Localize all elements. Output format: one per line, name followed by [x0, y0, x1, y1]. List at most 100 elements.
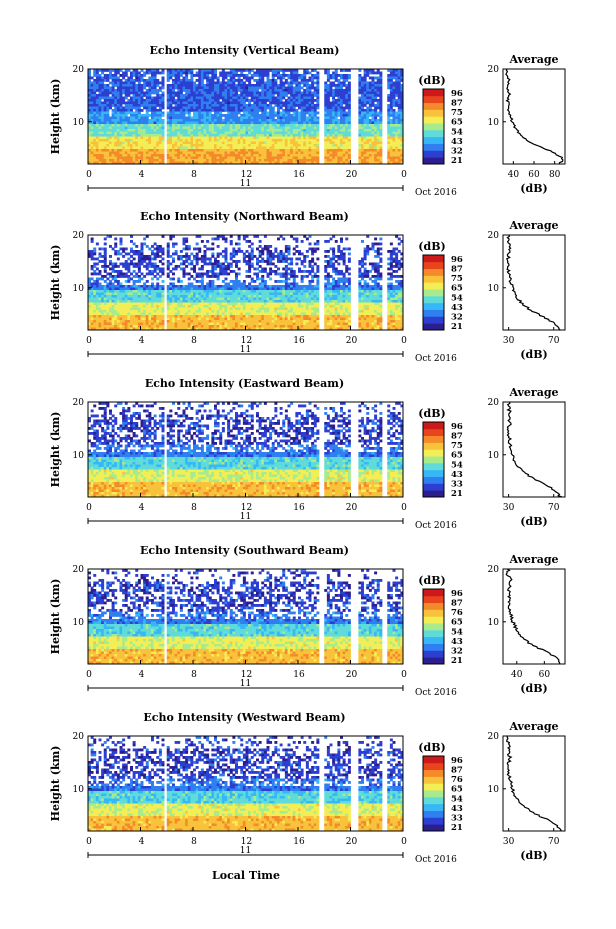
heatmap-cell: [279, 144, 283, 147]
heatmap-cell: [274, 91, 278, 95]
heatmap-cell: [311, 126, 315, 130]
heatmap-cell: [114, 101, 118, 105]
heatmap-cell: [311, 119, 315, 122]
heatmap-cell: [119, 325, 123, 328]
heatmap-cell: [290, 104, 294, 107]
heatmap-cell: [371, 84, 375, 87]
heatmap-cell: [256, 109, 259, 112]
heatmap-cell: [298, 76, 301, 80]
heatmap-cell: [219, 94, 223, 97]
heatmap-cell: [214, 151, 217, 155]
heatmap-cell: [266, 119, 270, 122]
heatmap-cell: [130, 76, 133, 80]
heatmap-cell: [332, 161, 336, 165]
heatmap-cell: [114, 74, 118, 77]
heatmap-cell: [305, 144, 309, 147]
heatmap-cell: [363, 151, 367, 155]
heatmap-cell: [198, 136, 202, 140]
heatmap-cell: [219, 81, 223, 85]
heatmap-cell: [124, 312, 128, 316]
heatmap-cell: [229, 159, 233, 162]
heatmap-cell: [221, 94, 225, 97]
heatmap-cell: [227, 114, 231, 117]
heatmap-cell: [95, 141, 99, 145]
heatmap-cell: [261, 109, 265, 112]
heatmap-cell: [98, 121, 102, 125]
heatmap-cell: [98, 320, 102, 323]
heatmap-cell: [95, 99, 99, 102]
heatmap-cell: [256, 119, 259, 122]
heatmap-cell: [221, 126, 225, 130]
heatmap-cell: [266, 146, 270, 150]
heatmap-cell: [116, 322, 120, 326]
heatmap-cell: [397, 109, 401, 112]
heatmap-cell: [179, 154, 183, 157]
heatmap-cell: [106, 139, 110, 142]
heatmap-cell: [143, 290, 147, 293]
heatmap-cell: [101, 312, 105, 316]
heatmap-cell: [137, 262, 141, 266]
heatmap-cell: [119, 307, 123, 311]
heatmap-cell: [148, 69, 152, 72]
heatmap-cell: [224, 94, 228, 97]
heatmap-cell: [376, 104, 380, 107]
heatmap-cell: [122, 305, 126, 308]
heatmap-cell: [337, 134, 341, 137]
heatmap-cell: [311, 114, 315, 117]
heatmap-cell: [211, 94, 215, 97]
heatmap-cell: [190, 126, 194, 130]
heatmap-cell: [366, 131, 370, 135]
heatmap-cell: [361, 99, 364, 102]
heatmap-cell: [368, 109, 372, 112]
heatmap-cell: [124, 119, 128, 122]
heatmap-cell: [156, 121, 160, 125]
heatmap-cell: [187, 131, 191, 135]
heatmap-cell: [290, 131, 294, 135]
heatmap-cell: [248, 149, 252, 152]
heatmap-cell: [161, 297, 165, 301]
heatmap-cell: [135, 131, 139, 135]
colorbar-swatch: [423, 109, 444, 117]
heatmap-cell: [127, 156, 131, 160]
heatmap-cell: [266, 154, 270, 157]
heatmap-cell: [311, 141, 315, 145]
heatmap-cell: [298, 161, 301, 165]
heatmap-cell: [198, 154, 202, 157]
heatmap-cell: [130, 101, 133, 105]
heatmap-cell: [95, 295, 99, 298]
heatmap-cell: [389, 84, 393, 87]
heatmap-cell: [90, 290, 94, 293]
heatmap-cell: [221, 139, 225, 142]
heatmap-cell: [211, 114, 215, 117]
heatmap-cell: [358, 136, 362, 140]
heatmap-cell: [114, 317, 118, 321]
heatmap-cell: [119, 310, 123, 313]
heatmap-cell: [277, 109, 280, 112]
heatmap-cell: [227, 104, 231, 107]
heatmap-cell: [263, 81, 267, 85]
heatmap-cell: [376, 134, 380, 137]
heatmap-cell: [361, 154, 364, 157]
heatmap-cell: [292, 74, 296, 77]
heatmap-cell: [182, 114, 186, 117]
heatmap-cell: [106, 282, 110, 286]
heatmap-cell: [379, 106, 383, 110]
heatmap-cell: [316, 71, 320, 75]
heatmap-cell: [258, 129, 262, 132]
heatmap-cell: [295, 126, 299, 130]
heatmap-cell: [224, 139, 228, 142]
heatmap-cell: [361, 111, 364, 115]
heatmap-cell: [187, 129, 191, 132]
heatmap-cell: [397, 106, 401, 110]
heatmap-cell: [185, 89, 189, 92]
heatmap-cell: [140, 141, 144, 145]
heatmap-cell: [198, 159, 202, 162]
heatmap-cell: [342, 111, 346, 115]
heatmap-cell: [250, 69, 254, 72]
heatmap-cell: [151, 262, 154, 266]
heatmap-cell: [148, 94, 152, 97]
heatmap-cell: [290, 136, 294, 140]
heatmap-cell: [258, 124, 262, 127]
heatmap-cell: [269, 119, 273, 122]
heatmap-cell: [292, 156, 296, 160]
